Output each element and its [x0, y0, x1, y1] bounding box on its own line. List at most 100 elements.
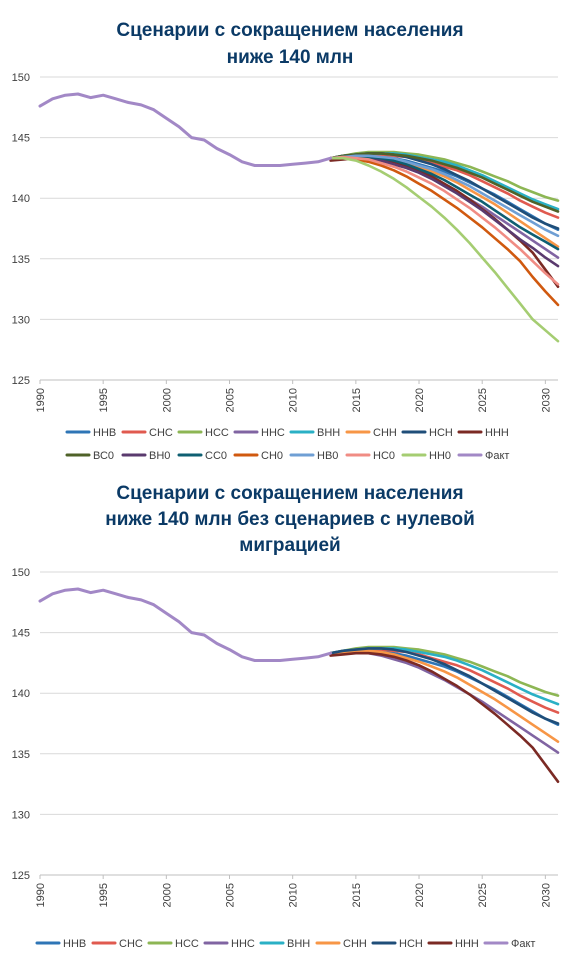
y-tick-label: 125	[12, 375, 30, 387]
x-tick-label: 1990	[35, 388, 47, 412]
y-tick-label: 130	[12, 314, 30, 326]
legend-label: СНС	[119, 938, 143, 950]
legend-label: ННН	[485, 427, 509, 439]
legend-item: СН0	[233, 450, 283, 462]
legend-item: СНН	[315, 938, 367, 950]
legend-item: СНН	[345, 427, 397, 439]
legend-item: НН0	[401, 450, 451, 462]
x-tick-label: 2010	[288, 388, 300, 412]
legend: ННВ СНС НСС ННС ВНН СНН НСН ННН Факт	[35, 938, 535, 950]
y-tick-label: 130	[12, 809, 30, 821]
legend-item: НСС	[177, 427, 229, 439]
chart-population-no-zero-migration: Сценарии с сокращением населения ниже 14…	[12, 483, 560, 950]
x-tick-label: 2005	[225, 388, 237, 412]
chart-title-line-1: Сценарии с сокращением населения	[116, 20, 463, 41]
y-gridlines	[40, 571, 558, 876]
legend-item: СНС	[91, 938, 143, 950]
legend-label: СНН	[343, 938, 367, 950]
x-tick-label: 1995	[98, 388, 110, 412]
legend: ННВ СНС НСС ННС ВНН СНН НСН ННН ВС0 ВН0 СС0 СН0 НВ0 Н…	[65, 427, 509, 462]
x-tick-label: 1990	[35, 883, 47, 907]
x-tick-label: 2000	[161, 883, 173, 907]
legend-item: СНС	[121, 427, 173, 439]
x-tick-label: 2030	[540, 388, 552, 412]
chart-title-line-3: миграцией	[239, 535, 340, 556]
chart-title-line-2: ниже 140 млн без сценариев с нулевой	[105, 509, 475, 530]
legend-label: ННС	[261, 427, 285, 439]
legend-label: НС0	[373, 450, 395, 462]
legend-label: Факт	[511, 938, 535, 950]
legend-item: ВН0	[121, 450, 170, 462]
x-tick-label: 2015	[351, 388, 363, 412]
x-tick-label: 2020	[414, 388, 426, 412]
legend-item: НС0	[345, 450, 395, 462]
legend-item: ВНН	[289, 427, 340, 439]
legend-label: НН0	[429, 450, 451, 462]
y-gridlines	[40, 76, 558, 381]
legend-label: ВС0	[93, 450, 114, 462]
legend-label: ННН	[455, 938, 479, 950]
legend-label: ННС	[231, 938, 255, 950]
legend-item: ННН	[427, 938, 479, 950]
series-line-fact	[38, 587, 333, 662]
series-line-СНН	[329, 649, 560, 744]
series-line-НС0	[329, 155, 560, 286]
legend-item: Факт	[457, 450, 509, 462]
legend-label: ВН0	[149, 450, 170, 462]
x-tick-label: 2010	[288, 883, 300, 907]
legend-item: ННВ	[65, 427, 116, 439]
legend-item: СС0	[177, 450, 227, 462]
series-line-СН0	[329, 156, 560, 307]
legend-label: НСС	[205, 427, 229, 439]
legend-item: ННВ	[35, 938, 86, 950]
x-tick-label: 2015	[351, 883, 363, 907]
legend-item: ННН	[457, 427, 509, 439]
x-tick-label: 2025	[477, 388, 489, 412]
y-tick-label: 135	[12, 749, 30, 761]
series-line-fact	[38, 92, 333, 167]
chart-title-line-2: ниже 140 млн	[227, 47, 354, 68]
legend-item: ННС	[233, 427, 285, 439]
y-axis-ticks: 125 130 135 140 145 150	[12, 72, 30, 387]
legend-label: ВНН	[287, 938, 310, 950]
x-tick-label: 2000	[161, 388, 173, 412]
x-tick-label: 1995	[98, 883, 110, 907]
y-tick-label: 145	[12, 133, 30, 145]
legend-label: СНС	[149, 427, 173, 439]
series-lines	[38, 92, 560, 343]
y-axis-ticks: 125 130 135 140 145 150	[12, 567, 30, 882]
legend-label: ННВ	[63, 938, 86, 950]
legend-label: НСН	[399, 938, 423, 950]
series-line-НВ0	[329, 154, 560, 238]
series-line-ННН	[329, 651, 560, 784]
legend-item: НСС	[147, 938, 199, 950]
series-lines	[38, 587, 560, 784]
legend-label: СС0	[205, 450, 227, 462]
x-tick-label: 2025	[477, 883, 489, 907]
legend-item: ВС0	[65, 450, 114, 462]
legend-label: НСС	[175, 938, 199, 950]
x-tick-label: 2020	[414, 883, 426, 907]
legend-item: НСН	[371, 938, 423, 950]
legend-label: НВ0	[317, 450, 338, 462]
y-tick-label: 125	[12, 870, 30, 882]
y-tick-label: 140	[12, 193, 30, 205]
series-line-ВНН	[329, 647, 560, 706]
y-tick-label: 135	[12, 254, 30, 266]
legend-label: Факт	[485, 450, 509, 462]
x-axis-ticks: 1990 1995 2000 2005 2010 2015 2020 2025 2030	[35, 380, 552, 412]
series-line-ВС0	[329, 152, 560, 213]
legend-label: СНН	[373, 427, 397, 439]
y-tick-label: 150	[12, 567, 30, 579]
legend-label: ННВ	[93, 427, 116, 439]
x-tick-label: 2005	[225, 883, 237, 907]
legend-item: ННС	[203, 938, 255, 950]
legend-label: НСН	[429, 427, 453, 439]
legend-item: ВНН	[259, 938, 310, 950]
y-tick-label: 140	[12, 688, 30, 700]
x-tick-label: 2030	[540, 883, 552, 907]
series-line-НН0	[329, 156, 560, 343]
x-axis-ticks: 1990 1995 2000 2005 2010 2015 2020 2025 2030	[35, 875, 552, 907]
legend-item: НСН	[401, 427, 453, 439]
